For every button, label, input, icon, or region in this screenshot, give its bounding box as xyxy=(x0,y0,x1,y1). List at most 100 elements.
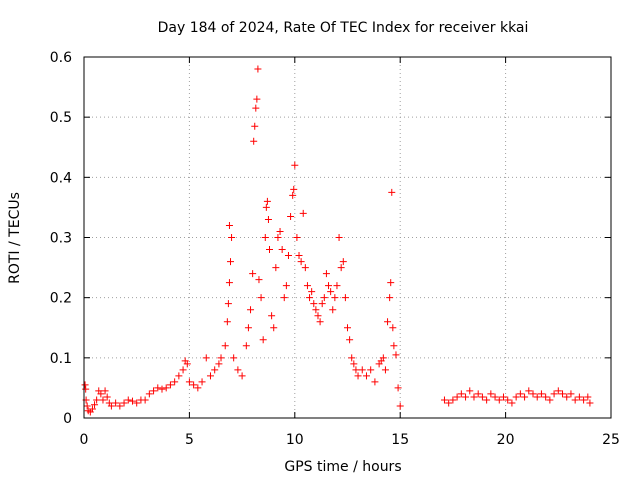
y-tick-label: 0.2 xyxy=(50,291,72,307)
data-point xyxy=(116,402,124,410)
data-point xyxy=(250,137,258,145)
x-tick-label: 0 xyxy=(80,432,89,448)
data-point xyxy=(381,366,389,374)
data-point xyxy=(263,197,271,205)
data-point xyxy=(91,401,99,409)
data-point xyxy=(270,324,278,332)
data-point xyxy=(301,264,309,272)
data-point xyxy=(394,384,402,392)
data-point xyxy=(388,188,396,196)
data-point xyxy=(264,215,272,223)
data-point xyxy=(386,294,394,302)
data-point xyxy=(537,390,545,398)
data-point xyxy=(171,378,179,386)
data-point xyxy=(396,402,404,410)
data-point xyxy=(567,390,575,398)
data-point xyxy=(554,387,562,395)
data-point xyxy=(521,393,529,401)
data-point xyxy=(487,390,495,398)
data-point xyxy=(297,258,305,266)
data-point xyxy=(584,393,592,401)
data-point xyxy=(580,396,588,404)
data-point xyxy=(575,393,583,401)
data-point xyxy=(202,354,210,362)
data-point xyxy=(512,393,520,401)
data-point xyxy=(287,212,295,220)
data-point xyxy=(542,393,550,401)
x-tick-label: 5 xyxy=(185,432,194,448)
data-point xyxy=(478,393,486,401)
data-point xyxy=(387,279,395,287)
data-point xyxy=(379,354,387,362)
data-point xyxy=(215,360,223,368)
data-point xyxy=(390,342,398,350)
data-point xyxy=(158,385,166,393)
y-tick-label: 0.1 xyxy=(50,351,72,367)
data-point xyxy=(457,390,465,398)
axis-ticks: 0 5 10 15 20 25 0 0.1 0.2 0.3 0.4 0.5 0.6 xyxy=(50,50,620,448)
data-point xyxy=(337,264,345,272)
data-point xyxy=(339,258,347,266)
data-point xyxy=(474,390,482,398)
data-point xyxy=(440,396,448,404)
data-point xyxy=(354,372,362,380)
data-point xyxy=(344,324,351,332)
data-point xyxy=(533,393,541,401)
data-point xyxy=(449,396,457,404)
y-tick-label: 0 xyxy=(63,411,72,427)
data-point xyxy=(272,264,280,272)
data-point xyxy=(253,95,261,103)
data-point xyxy=(341,294,349,302)
data-point xyxy=(299,209,307,217)
data-point xyxy=(251,122,259,130)
data-point xyxy=(179,366,187,374)
data-point xyxy=(217,354,225,362)
data-point xyxy=(252,104,260,112)
data-point xyxy=(97,390,105,398)
data-point xyxy=(445,399,453,407)
data-point xyxy=(266,246,274,254)
data-point xyxy=(322,270,330,278)
data-point xyxy=(93,396,101,404)
chart-title: Day 184 of 2024, Rate Of TEC Index for r… xyxy=(158,20,529,36)
data-point xyxy=(206,372,214,380)
data-point xyxy=(280,294,288,302)
data-point xyxy=(268,312,276,320)
data-point xyxy=(257,294,265,302)
data-point xyxy=(306,294,314,302)
data-point xyxy=(327,288,335,296)
x-tick-label: 10 xyxy=(286,432,304,448)
data-point xyxy=(145,390,153,398)
data-point xyxy=(190,381,198,389)
data-point xyxy=(234,366,242,374)
data-point xyxy=(529,390,537,398)
data-point xyxy=(546,396,554,404)
data-point xyxy=(141,396,149,404)
data-point xyxy=(282,282,290,290)
data-point xyxy=(128,397,136,405)
data-point xyxy=(335,234,343,241)
data-point xyxy=(223,318,231,326)
data-point xyxy=(516,390,524,398)
x-tick-label: 25 xyxy=(602,432,620,448)
data-point xyxy=(101,387,109,395)
data-point xyxy=(225,221,233,229)
data-point xyxy=(289,191,297,199)
data-point xyxy=(242,342,250,350)
data-point xyxy=(255,276,263,284)
data-point xyxy=(88,405,96,413)
data-point xyxy=(154,384,162,392)
y-tick-label: 0.3 xyxy=(50,231,72,247)
data-point xyxy=(230,354,238,362)
data-point xyxy=(150,387,158,395)
y-tick-label: 0.4 xyxy=(50,170,72,186)
data-point xyxy=(293,234,301,241)
data-point xyxy=(303,282,311,290)
data-point xyxy=(504,396,512,404)
data-point xyxy=(550,390,558,398)
data-point xyxy=(499,393,507,401)
data-point xyxy=(462,393,470,401)
data-point xyxy=(198,378,206,386)
